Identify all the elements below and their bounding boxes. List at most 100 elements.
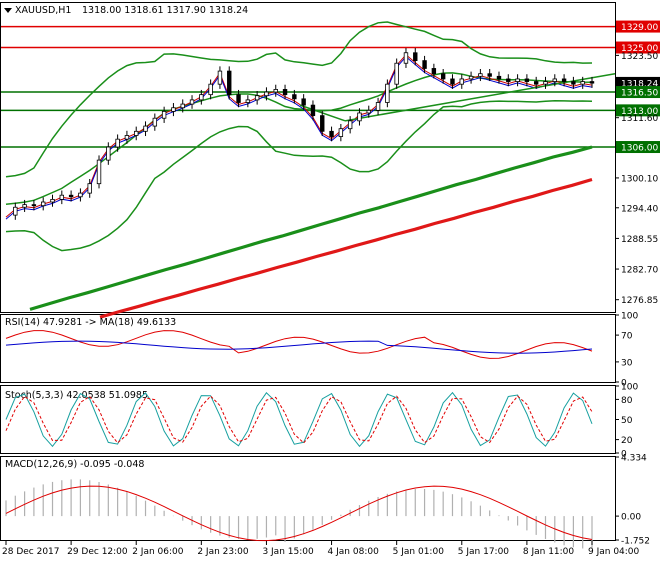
candle-bull [552,78,557,82]
price-label-box [616,141,660,154]
rsi-line [5,330,593,359]
rsi-tick-label: 0 [621,379,627,389]
candle-bear [68,194,74,198]
candle-bull [254,95,260,101]
candle-bull [375,102,381,111]
rsi-panel: RSI(14) 47.9281 -> MA(18) 49.6133 100 70 3… [5,312,638,389]
price-panel-frame [0,2,616,313]
macd-axis: 4.334 0.00 -1.752 [615,454,650,547]
bollinger-lower [5,100,593,252]
candle-bull [338,128,344,137]
price-label-box [616,104,660,117]
candle-bull [357,112,362,122]
macd-tick-label: -1.752 [621,537,650,547]
time-tick-label: 4 Jan 08:00 [328,547,380,557]
candle-bear [589,81,595,84]
candle-bear [496,75,502,80]
candle-bull [543,81,548,85]
price-tick-label: 1313.00 [621,107,658,117]
candle-bear [487,73,492,77]
price-tick-label: 1288.55 [621,235,658,245]
candle-bear [431,68,437,75]
macd-signal-path [5,485,593,542]
ma-fast-line [5,54,593,218]
candle-bull [152,117,158,127]
candle-bear [227,70,232,96]
candle-bear [329,130,334,137]
candle-bear [506,78,511,82]
price-tick-label: 1318.24 [621,79,658,89]
ma-slow-line [5,56,593,220]
time-tick-label: 28 Dec 2017 [2,547,60,557]
candle-bear [524,78,530,82]
candle-bear [571,81,576,85]
time-tick-label: 2 Jan 06:00 [132,547,184,557]
macd-tick-label: 0.00 [621,513,641,523]
stoch-k-line [5,391,593,448]
candles [13,48,595,220]
stoch-tick-label: 0 [621,450,627,460]
time-tick-label: 2 Jan 23:00 [197,547,249,557]
stoch-tick-label: 100 [621,383,638,393]
candle-bull [478,73,483,77]
candle-bull [96,159,102,185]
candle-bull [78,192,83,198]
candle-bear [450,78,455,85]
macd-signal-line [5,485,593,542]
candle-bull [347,120,353,130]
time-axis: 28 Dec 2017 29 Dec 12:00 2 Jan 06:00 2 Jan … [2,541,640,557]
candle-bull [264,91,269,97]
ma-200-line [29,145,593,311]
candle-bull [580,81,585,85]
stoch-tick-label: 50 [621,416,633,426]
price-label-box [616,86,660,99]
ohlc-values: 1318.00 1318.61 1317.90 1318.24 [82,5,248,16]
chart-menu-triangle-icon[interactable] [4,8,12,13]
candle-bull [106,146,111,161]
candle-bull [143,125,148,132]
macd-header: MACD(12,26,9) -0.095 -0.048 [5,459,144,470]
candle-bull [22,204,27,208]
rsi-panel-frame [0,314,616,383]
time-tick-label: 5 Jan 01:00 [393,547,445,557]
price-header: XAUUSD,H1 1318.00 1318.61 1317.90 1318.2… [4,5,248,16]
candle-bull [13,206,18,216]
candle-bull [189,99,195,105]
candle-bull [468,75,474,80]
rsi-tick-label: 70 [621,332,633,342]
candle-bull [208,83,213,96]
candle-bull [180,103,185,109]
candle-bull [59,194,65,200]
price-label-box [616,76,660,89]
candle-bull [50,198,55,203]
candle-bear [292,94,297,100]
price-tick-label: 1276.85 [621,296,658,306]
candle-bear [422,60,427,69]
candle-bull [124,135,130,140]
stoch-tick-label: 20 [621,436,633,446]
candle-bull [515,78,520,82]
candle-bear [320,115,325,132]
macd-panel: MACD(12,26,9) -0.095 -0.048 4.334 0.00 -1.… [5,454,650,549]
price-label-box [616,20,660,33]
rsi-axis: 100 70 30 0 [615,312,638,389]
macd-tick-label: 4.334 [621,454,647,464]
price-tick-label: 1311.60 [621,114,658,124]
stoch-header: Stoch(5,3,3) 42.0538 51.0985 [5,390,148,401]
candle-bull [403,52,409,64]
price-label-box [616,41,660,54]
candle-bear [236,94,241,103]
candle-bull [134,130,139,136]
candle-bull [394,62,399,85]
time-tick-label: 8 Jan 11:00 [523,547,575,557]
time-tick-label: 29 Dec 12:00 [67,547,128,557]
candle-bear [533,81,539,85]
candle-bull [459,78,464,85]
candle-bull [161,111,167,119]
candle-bull [115,138,120,148]
rsi-ma-line [5,340,593,354]
rsi-tick-label: 100 [621,312,638,322]
price-tick-label: 1329.00 [621,23,658,33]
bollinger-upper [5,21,593,178]
